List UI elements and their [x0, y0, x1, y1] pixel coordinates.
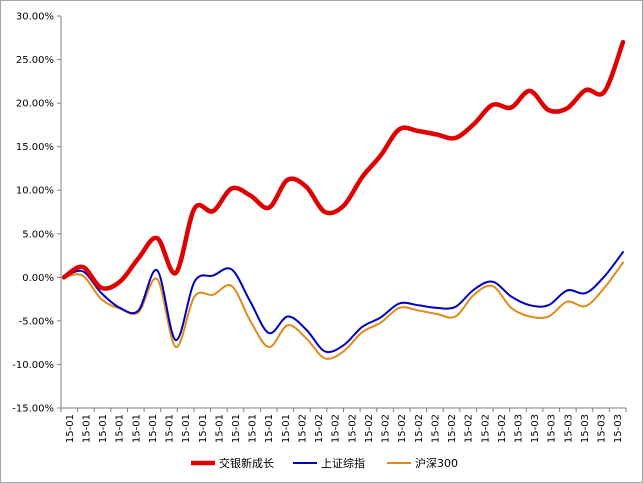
x-tick-label: 15-03	[530, 414, 541, 443]
y-tick-label: -15.00%	[12, 404, 54, 415]
series-line-1	[63, 251, 624, 354]
x-tick-label: 15-03	[597, 414, 608, 443]
legend-label-0: 交银新成长	[219, 456, 274, 470]
y-tick-label: 30.00%	[16, 12, 54, 23]
x-tick-label: 15-03	[547, 414, 558, 443]
x-tick-label: 15-01	[214, 414, 225, 443]
x-tick-label: 15-01	[264, 414, 275, 443]
x-tick-label: 15-01	[98, 414, 109, 443]
x-tick-label: 15-03	[513, 414, 524, 443]
x-tick-label: 15-02	[480, 414, 491, 443]
x-tick-label: 15-01	[148, 414, 159, 443]
y-tick-label: 15.00%	[16, 142, 54, 153]
x-tick-label: 15-01	[248, 414, 259, 443]
x-tick-label: 15-02	[397, 414, 408, 443]
x-tick-label: 15-03	[613, 414, 624, 443]
x-tick-label: 15-02	[347, 414, 358, 443]
y-tick-label: -10.00%	[12, 360, 54, 371]
x-tick-label: 15-01	[131, 414, 142, 443]
x-tick-label: 15-01	[231, 414, 242, 443]
x-tick-label: 15-02	[430, 414, 441, 443]
x-tick-label: 15-01	[65, 414, 76, 443]
legend-label-1: 上证综指	[321, 456, 365, 470]
y-tick-label: 20.00%	[16, 99, 54, 110]
x-tick-label: 15-01	[115, 414, 126, 443]
y-tick-label: 0.00%	[22, 273, 54, 284]
x-tick-label: 15-02	[381, 414, 392, 443]
x-tick-label: 15-03	[580, 414, 591, 443]
x-tick-label: 15-02	[364, 414, 375, 443]
series-layer	[61, 39, 626, 360]
series-line-2	[63, 261, 624, 360]
y-tick-label: 5.00%	[22, 229, 54, 240]
x-tick-label: 15-01	[281, 414, 292, 443]
x-tick-label: 15-03	[563, 414, 574, 443]
x-tick-label: 15-02	[314, 414, 325, 443]
axes: -15.00% -10.00% -5.00% 0.00% 5.00% 10.00% 15.0…	[12, 12, 627, 443]
legend-label-2: 沪深300	[415, 456, 458, 470]
series-line-0	[61, 39, 626, 291]
legend: 交银新成长 上证综指 沪深300	[191, 456, 458, 470]
x-tick-label: 15-02	[497, 414, 508, 443]
y-tick-label: -5.00%	[19, 316, 54, 327]
x-tick-label: 15-02	[414, 414, 425, 443]
x-tick-label: 15-01	[181, 414, 192, 443]
y-tick-label: 10.00%	[16, 186, 54, 197]
y-tick-label: 25.00%	[16, 55, 54, 66]
x-tick-label: 15-02	[297, 414, 308, 443]
x-tick-label: 15-02	[447, 414, 458, 443]
x-tick-label: 15-02	[331, 414, 342, 443]
x-tick-label: 15-01	[165, 414, 176, 443]
x-tick-label: 15-02	[464, 414, 475, 443]
x-tick-label: 15-01	[81, 414, 92, 443]
x-tick-label: 15-01	[198, 414, 209, 443]
